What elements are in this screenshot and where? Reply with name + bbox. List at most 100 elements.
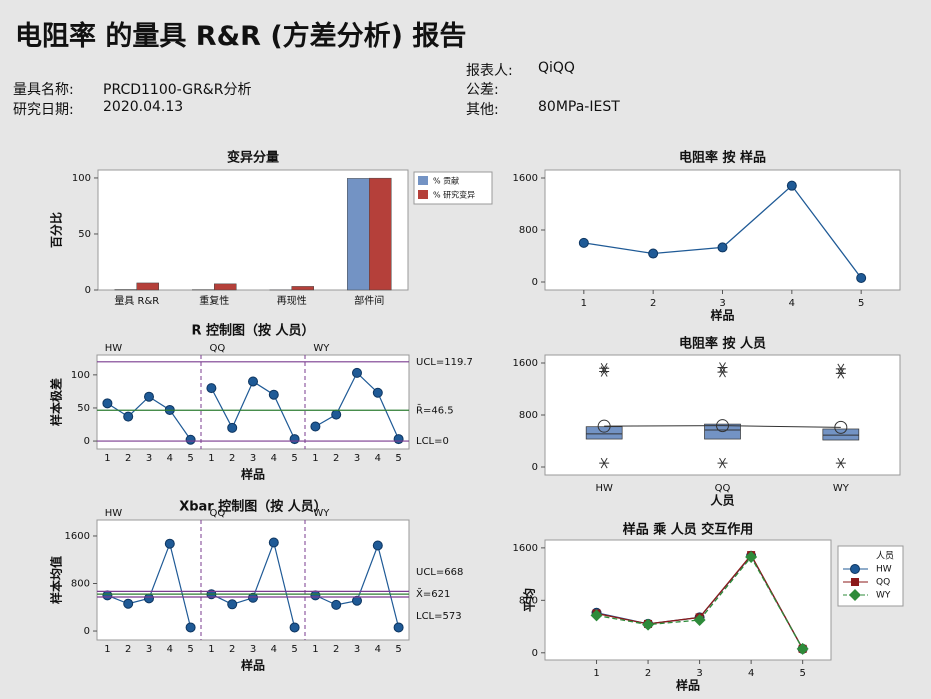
marker	[648, 248, 659, 259]
y-tick-label: 0	[532, 462, 538, 473]
x-tick-label: 3	[250, 453, 256, 464]
group-label: HW	[105, 508, 123, 519]
x-tick-label: 1	[312, 644, 318, 655]
field-label: 研究日期:	[13, 102, 74, 118]
group-label: QQ	[210, 508, 226, 519]
limit-label: LCL=0	[416, 436, 449, 447]
x-axis-label: 样品	[241, 467, 265, 482]
mean-marker	[597, 419, 611, 433]
legend-label: QQ	[876, 578, 890, 588]
marker	[227, 599, 238, 610]
x-tick-label: 5	[291, 453, 297, 464]
field-label: 量具名称:	[13, 82, 74, 98]
x-tick-label: 5	[395, 453, 401, 464]
y-axis-label: 百分比	[49, 212, 64, 248]
x-tick-label: 3	[354, 644, 360, 655]
legend-label: WY	[876, 591, 891, 601]
x-axis-label: 人员	[710, 493, 734, 508]
x-tick-label: 重复性	[199, 294, 229, 307]
bar	[136, 282, 159, 291]
marker	[331, 599, 342, 610]
field-label: 其他:	[466, 102, 499, 118]
chart-title: R 控制图（按 人员）	[191, 323, 314, 339]
y-tick-label: 1600	[513, 543, 538, 554]
y-tick-label: 800	[519, 410, 538, 421]
x-tick-label: 2	[125, 644, 131, 655]
group-label: QQ	[210, 343, 226, 354]
field-value: QiQQ	[538, 60, 575, 76]
y-tick-label: 0	[532, 277, 538, 288]
marker	[144, 391, 154, 402]
legend-title: 人员	[876, 551, 894, 562]
marker	[590, 609, 603, 622]
plot-area	[544, 354, 901, 476]
marker	[123, 598, 134, 609]
x-tick-label: 2	[645, 668, 651, 679]
legend-box	[837, 545, 904, 607]
legend-label: % 研究变异	[433, 190, 475, 200]
marker	[352, 595, 362, 606]
x-tick-label: 3	[696, 668, 702, 679]
x-tick-label: 4	[271, 644, 277, 655]
marker	[850, 564, 860, 574]
x-tick-label: WY	[833, 483, 850, 494]
outlier	[835, 368, 846, 379]
marker	[248, 376, 258, 387]
limit-label: X̄=621	[416, 587, 450, 600]
bar	[347, 178, 370, 291]
legend-label: % 贡献	[433, 176, 459, 186]
marker	[102, 590, 113, 601]
y-tick-label: 100	[71, 370, 90, 381]
marker	[268, 537, 279, 548]
marker	[268, 389, 279, 400]
group-label: HW	[105, 343, 123, 354]
outlier	[717, 457, 728, 469]
mean-line	[604, 425, 841, 428]
field-value: 80MPa-IEST	[538, 99, 620, 115]
legend-label: HW	[876, 565, 892, 575]
y-tick-label: 1600	[513, 358, 538, 369]
y-tick-label: 0	[85, 285, 91, 296]
x-tick-label: 2	[650, 298, 656, 309]
mean-marker	[834, 420, 848, 434]
x-axis-label: 样品	[241, 658, 265, 673]
x-tick-label: 1	[104, 644, 110, 655]
x-tick-label: 3	[354, 453, 360, 464]
box	[822, 428, 860, 441]
x-tick-label: 3	[146, 644, 152, 655]
x-tick-label: 2	[229, 644, 235, 655]
plot-area	[544, 539, 832, 661]
marker	[851, 578, 859, 586]
x-tick-label: 3	[146, 453, 152, 464]
bar	[291, 286, 314, 291]
x-tick-label: 1	[581, 298, 587, 309]
marker	[796, 642, 809, 655]
y-tick-label: 50	[77, 403, 90, 414]
x-axis-label: 样品	[710, 308, 734, 323]
y-tick-label: 1600	[513, 173, 538, 184]
x-tick-label: 部件间	[354, 294, 384, 307]
y-tick-label: 1600	[65, 531, 90, 542]
marker	[856, 272, 867, 283]
marker	[393, 622, 404, 633]
marker	[693, 614, 706, 626]
legend-swatch	[418, 176, 428, 185]
chart-title: 电阻率 按 人员	[679, 336, 766, 352]
x-tick-label: 4	[375, 453, 381, 464]
group-label: WY	[313, 343, 330, 354]
x-tick-label: 3	[719, 298, 725, 309]
y-axis-label: 样本均值	[49, 556, 64, 604]
plot-area	[544, 169, 901, 291]
field-value: 2020.04.13	[103, 99, 184, 115]
outlier	[835, 457, 846, 469]
x-tick-label: 2	[125, 453, 131, 464]
marker	[164, 538, 175, 549]
x-tick-label: 量具 R&R	[114, 295, 159, 307]
marker	[206, 383, 217, 394]
limit-label: R̄=46.5	[416, 403, 454, 416]
outlier	[835, 363, 846, 375]
marker	[372, 540, 383, 551]
marker	[849, 589, 861, 601]
x-tick-label: 4	[748, 668, 754, 679]
